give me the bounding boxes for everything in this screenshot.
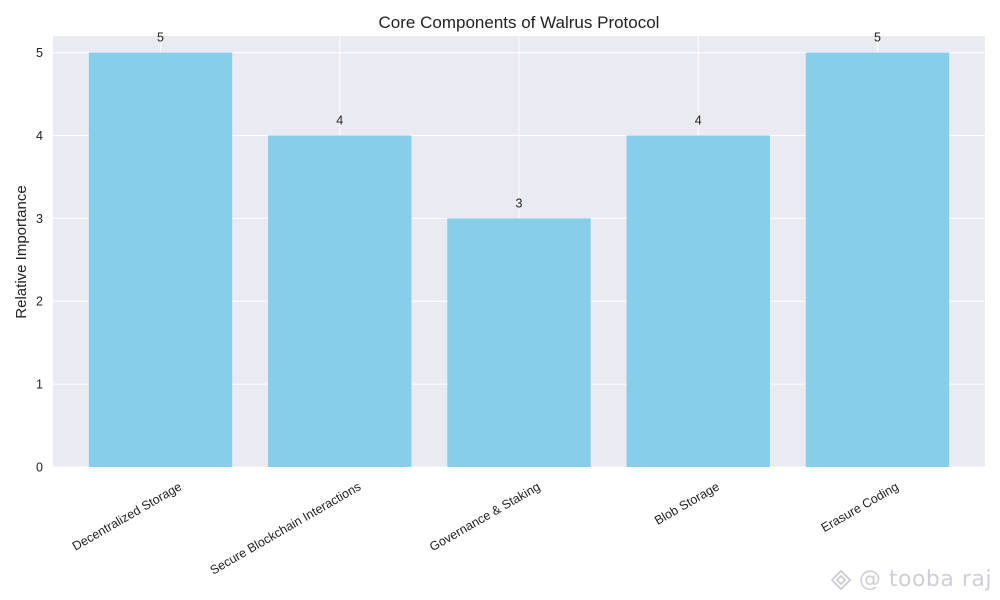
bar [88,52,233,467]
data-label: 4 [695,113,702,127]
watermark-text: @ tooba raj [858,567,992,592]
data-label: 5 [874,31,881,45]
bars [88,52,950,467]
bar [805,52,950,467]
binance-logo-icon [830,569,852,590]
x-axis-ticks: Decentralized Storage Secure Blockchain I… [70,479,901,577]
x-tick-label: Governance & Staking [427,479,542,554]
y-axis-ticks: 0 1 2 3 4 5 [36,46,43,474]
data-label: 4 [336,113,343,127]
data-label: 5 [157,31,164,45]
data-label: 3 [516,196,523,210]
chart-title: Core Components of Walrus Protocol [379,13,660,32]
bar [626,135,770,467]
y-tick-label: 2 [36,295,43,309]
y-tick-label: 1 [36,378,43,392]
y-axis-label: Relative Importance [13,185,30,318]
bar [268,135,412,467]
y-tick-label: 4 [36,129,43,143]
y-tick-label: 0 [36,461,43,475]
x-tick-label: Erasure Coding [819,479,901,535]
y-tick-label: 5 [36,46,43,60]
x-tick-label: Secure Blockchain Interactions [208,479,364,577]
bar [447,218,591,467]
x-tick-label: Blob Storage [652,479,722,527]
y-tick-label: 3 [36,212,43,226]
watermark: @ tooba raj [829,567,992,592]
x-tick-label: Decentralized Storage [70,479,184,553]
data-labels: 5 4 3 4 5 [157,31,881,211]
